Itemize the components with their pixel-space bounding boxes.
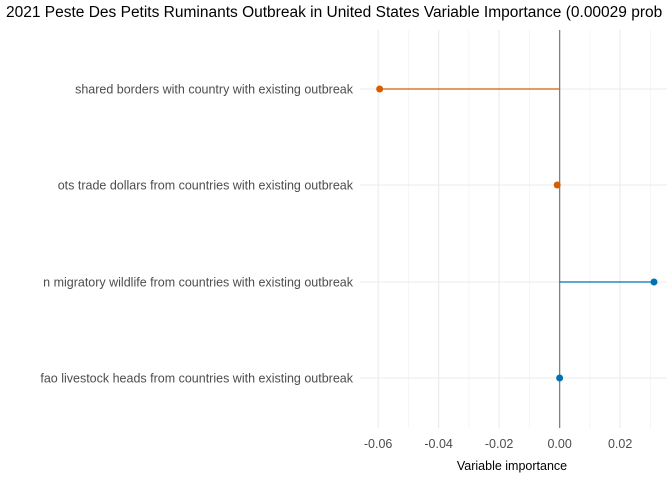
lollipop-point <box>650 278 658 286</box>
lollipop-point <box>556 374 564 382</box>
y-tick-label: shared borders with country with existin… <box>75 83 354 97</box>
x-tick-label: 0.02 <box>608 437 632 451</box>
y-tick-label: n migratory wildlife from countries with… <box>43 276 354 290</box>
x-axis-label: Variable importance <box>457 459 567 473</box>
x-tick-label: 0.00 <box>547 437 571 451</box>
chart-title: 2021 Peste Des Petits Ruminants Outbreak… <box>6 4 662 21</box>
x-tick-labels: -0.06 -0.04 -0.02 0.00 0.02 <box>364 437 632 451</box>
lollipop-marks-layer <box>376 85 658 382</box>
x-tick-label: -0.02 <box>485 437 514 451</box>
y-tick-label: fao livestock heads from countries with … <box>40 372 353 386</box>
y-tick-label: ots trade dollars from countries with ex… <box>58 179 354 193</box>
grid-layer <box>360 30 667 428</box>
x-tick-label: -0.04 <box>424 437 453 451</box>
lollipop-point <box>553 181 561 189</box>
x-tick-label: -0.06 <box>364 437 393 451</box>
y-tick-labels: shared borders with country with existin… <box>40 83 353 386</box>
lollipop-point <box>376 85 384 93</box>
